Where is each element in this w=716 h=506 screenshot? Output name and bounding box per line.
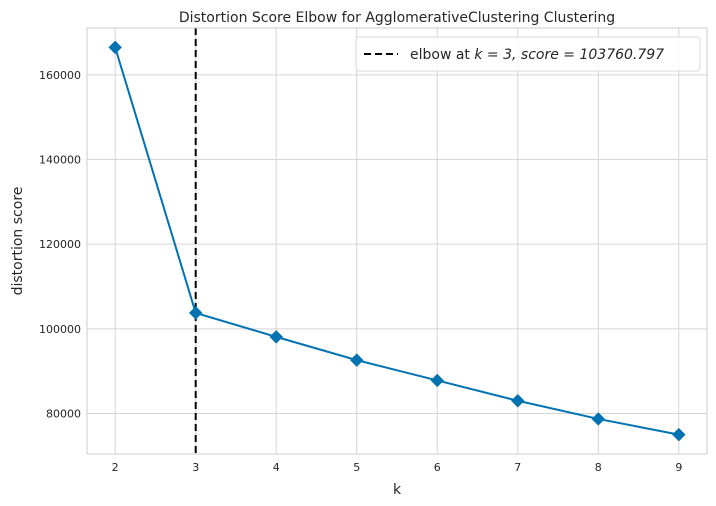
y-tick-label: 140000 <box>39 154 81 167</box>
y-axis-label: distortion score <box>10 187 26 296</box>
x-tick-label: 4 <box>273 461 280 474</box>
plot-frame <box>86 27 708 455</box>
x-tick-label: 8 <box>595 461 602 474</box>
x-tick-label: 7 <box>514 461 521 474</box>
data-point-marker <box>430 373 444 388</box>
data-point-marker <box>188 306 203 320</box>
legend-elbow-label: elbow at k = 3, score = 103760.797 <box>410 47 664 63</box>
x-tick-label: 3 <box>192 461 199 474</box>
legend-elbow-k: k = 3, <box>474 47 521 63</box>
x-tick-label: 2 <box>112 461 119 474</box>
plot-background <box>87 28 707 454</box>
legend-elbow-prefix: elbow at <box>410 47 474 63</box>
data-point-marker <box>672 427 686 442</box>
y-tick-label: 160000 <box>39 69 81 82</box>
x-tick-label: 6 <box>434 461 441 474</box>
grid-lines <box>87 28 707 454</box>
legend-elbow-score: score = 103760.797 <box>521 47 664 63</box>
y-tick-label: 100000 <box>39 323 81 336</box>
x-axis-label: k <box>393 482 402 498</box>
chart-title: Distortion Score Elbow for Agglomerative… <box>179 10 615 26</box>
data-point-marker <box>269 330 283 344</box>
series-group <box>108 40 686 442</box>
x-tick-label: 5 <box>353 461 360 474</box>
data-point-marker <box>591 412 606 426</box>
y-tick-labels: 80000 100000 120000 140000 160000 <box>39 69 81 421</box>
x-tick-labels: 2 3 4 5 6 7 8 9 <box>112 461 683 474</box>
x-tick-label: 9 <box>675 461 682 474</box>
data-point-marker <box>108 40 122 55</box>
legend-box <box>355 36 701 72</box>
y-tick-label: 120000 <box>39 238 81 251</box>
data-point-marker <box>350 353 364 367</box>
legend: elbow at k = 3, score = 103760.797 <box>355 36 701 72</box>
y-tick-label: 80000 <box>46 407 81 420</box>
series-line <box>114 47 680 436</box>
data-point-marker <box>511 394 525 408</box>
